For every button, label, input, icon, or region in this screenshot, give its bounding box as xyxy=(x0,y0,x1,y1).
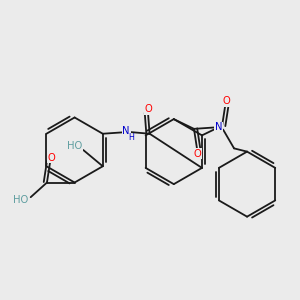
Text: HO: HO xyxy=(13,194,28,205)
Text: O: O xyxy=(47,153,55,163)
Text: O: O xyxy=(194,148,202,158)
Text: O: O xyxy=(222,96,230,106)
Text: H: H xyxy=(128,133,134,142)
Text: O: O xyxy=(144,104,152,114)
Text: N: N xyxy=(122,126,130,136)
Text: HO: HO xyxy=(68,142,83,152)
Text: N: N xyxy=(214,122,222,132)
